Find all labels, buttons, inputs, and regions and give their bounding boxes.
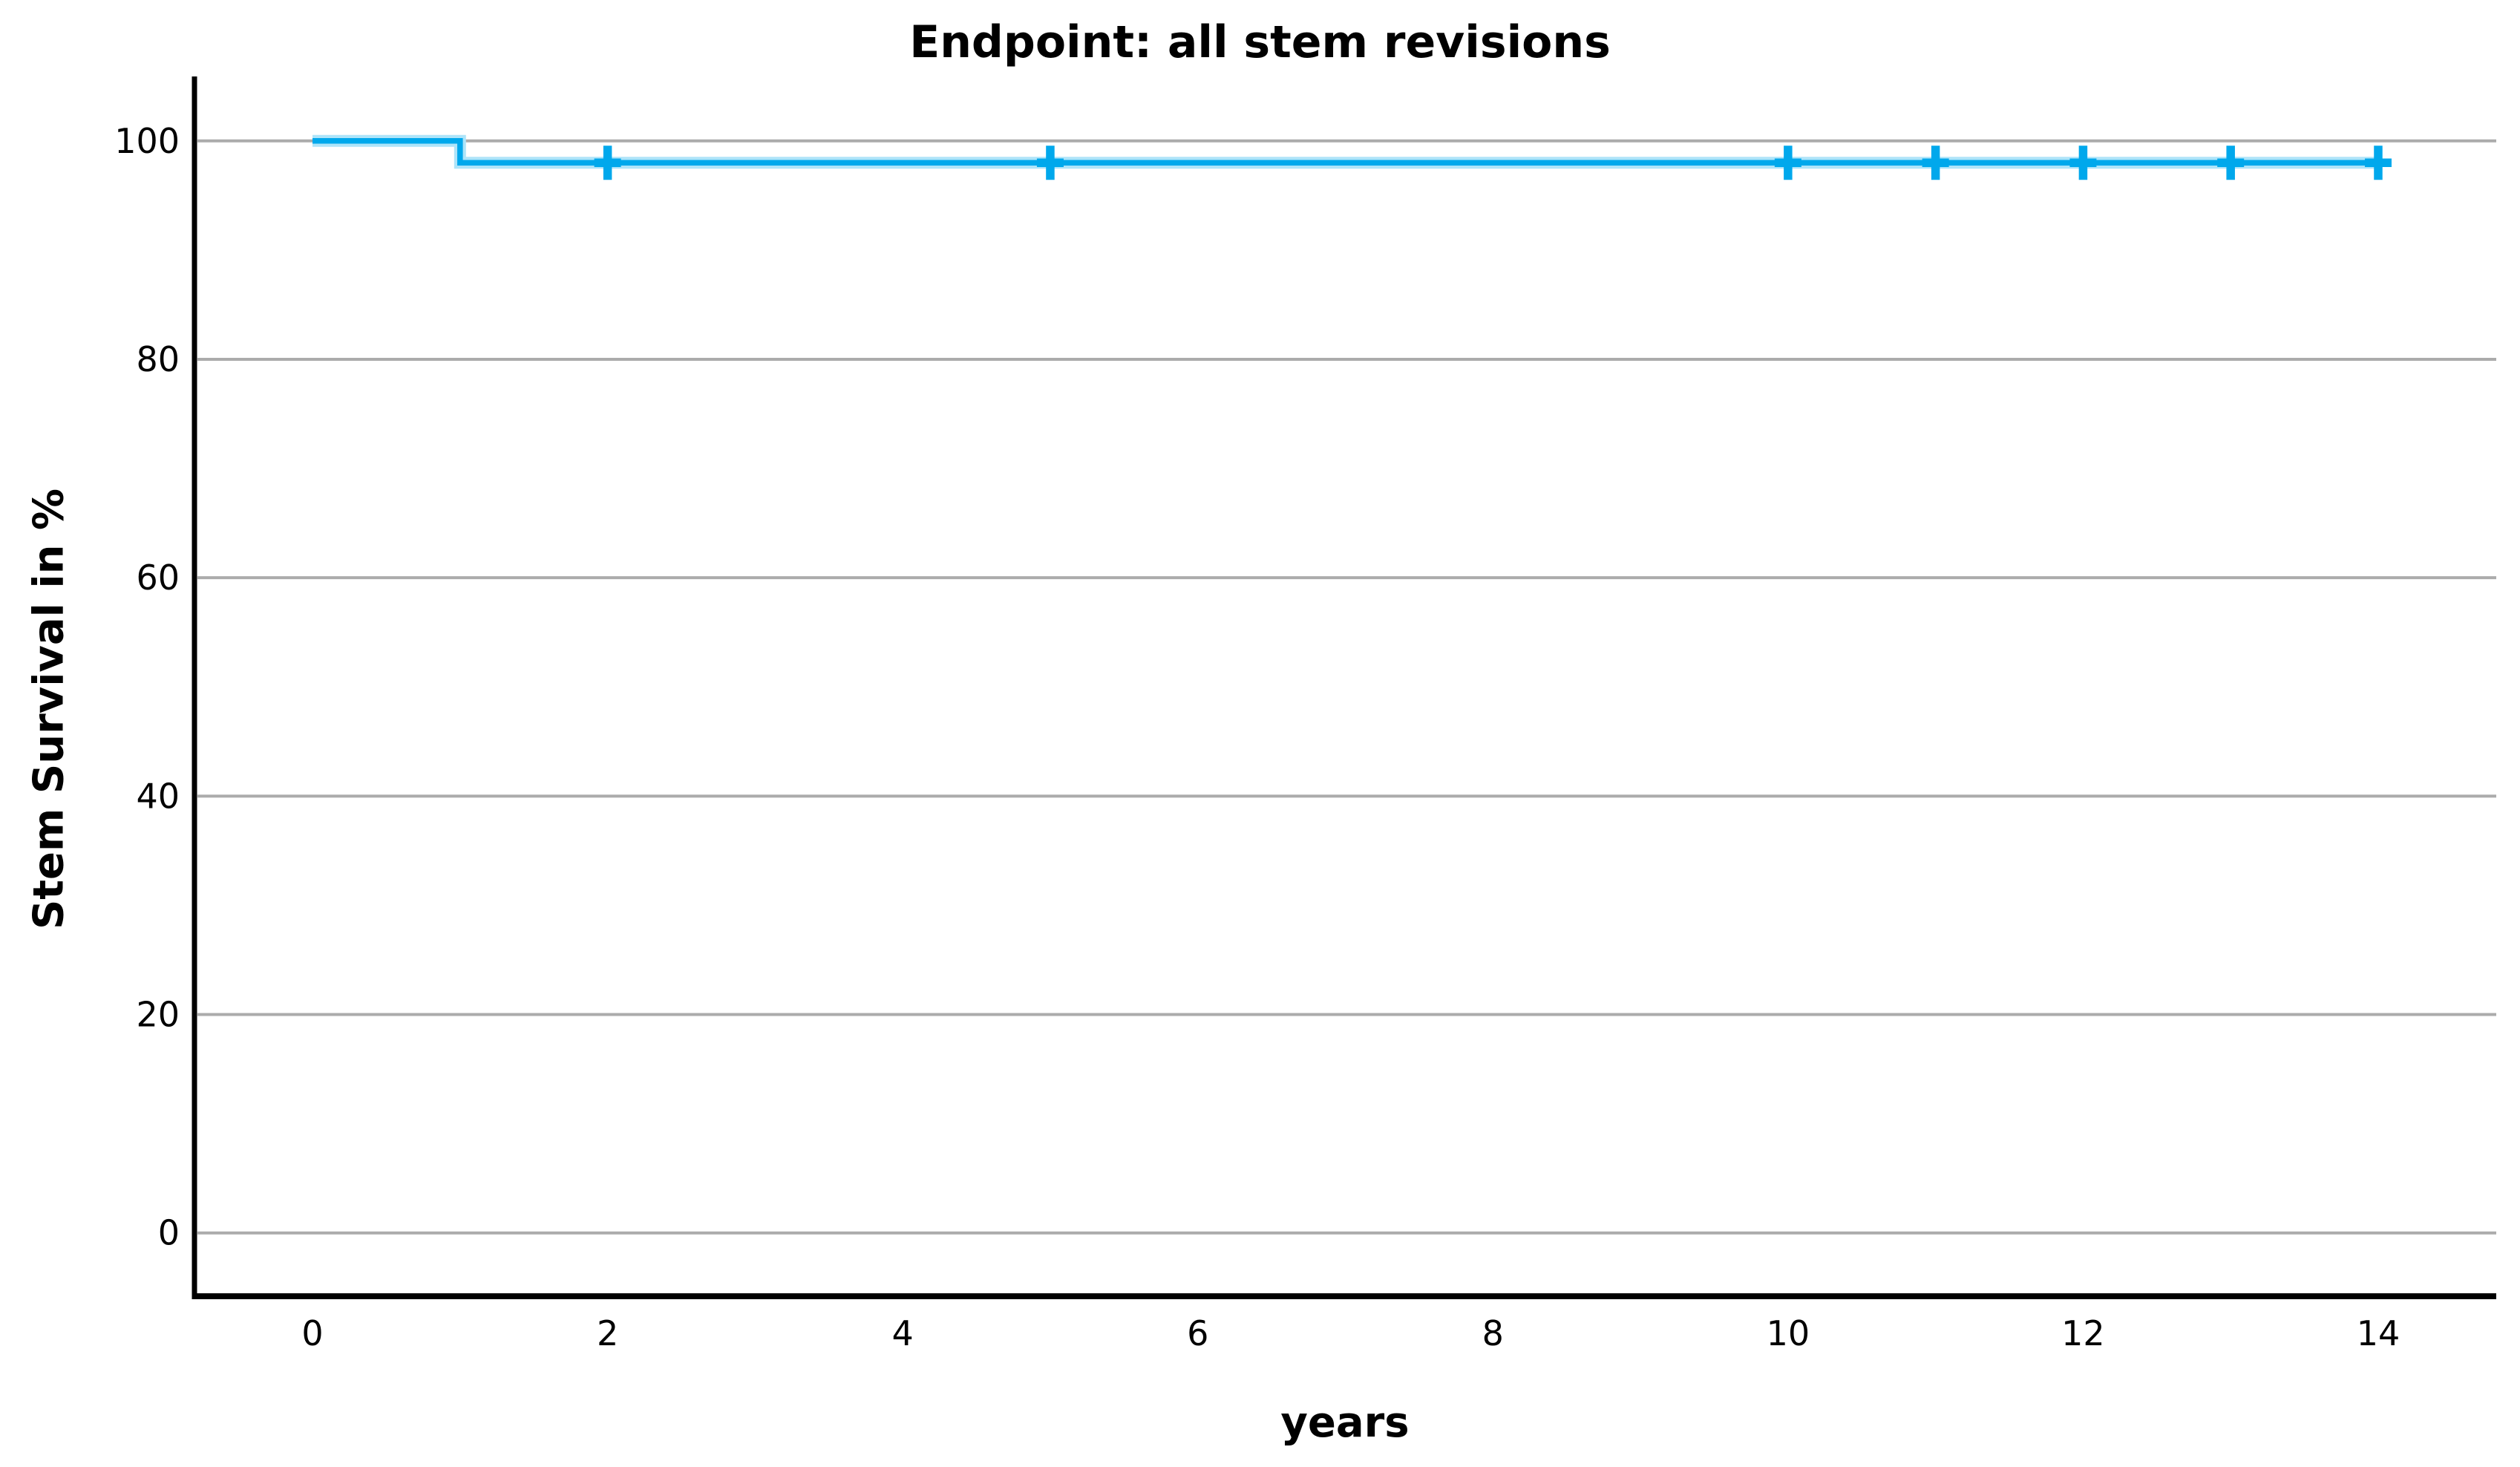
censor-mark (2069, 146, 2097, 180)
x-tick-label-8: 8 (1482, 1313, 1504, 1353)
x-tick-labels: 0 2 4 6 8 10 12 14 (301, 1313, 2400, 1353)
censor-mark (1774, 146, 1801, 180)
x-tick-label-0: 0 (301, 1313, 323, 1353)
x-tick-label-14: 14 (2357, 1313, 2400, 1353)
survival-curve-line (312, 138, 2378, 166)
censor-mark (1036, 146, 1064, 180)
x-tick-label-2: 2 (597, 1313, 618, 1353)
y-tick-label-0: 0 (158, 1213, 180, 1253)
x-tick-label-10: 10 (1767, 1313, 1810, 1353)
x-tick-label-6: 6 (1187, 1313, 1208, 1353)
chart-title: Endpoint: all stem revisions (909, 16, 1611, 68)
y-tick-label-100: 100 (114, 121, 180, 161)
censor-marks (594, 146, 2392, 180)
y-tick-labels: 0 20 40 60 80 100 (114, 121, 180, 1253)
censor-mark (2364, 146, 2392, 180)
x-axis-label: years (1280, 1399, 1410, 1447)
censor-mark (1922, 146, 1949, 180)
gridlines (197, 139, 2496, 1235)
x-tick-label-4: 4 (892, 1313, 914, 1353)
censor-mark (2217, 146, 2245, 180)
y-tick-label-40: 40 (136, 776, 180, 816)
x-tick-label-12: 12 (2061, 1313, 2105, 1353)
survival-curve-halo (312, 134, 2378, 169)
y-tick-label-80: 80 (136, 339, 180, 379)
survival-curve (312, 134, 2378, 169)
y-tick-label-20: 20 (136, 995, 180, 1035)
censor-mark (594, 146, 621, 180)
y-tick-label-60: 60 (136, 558, 180, 598)
